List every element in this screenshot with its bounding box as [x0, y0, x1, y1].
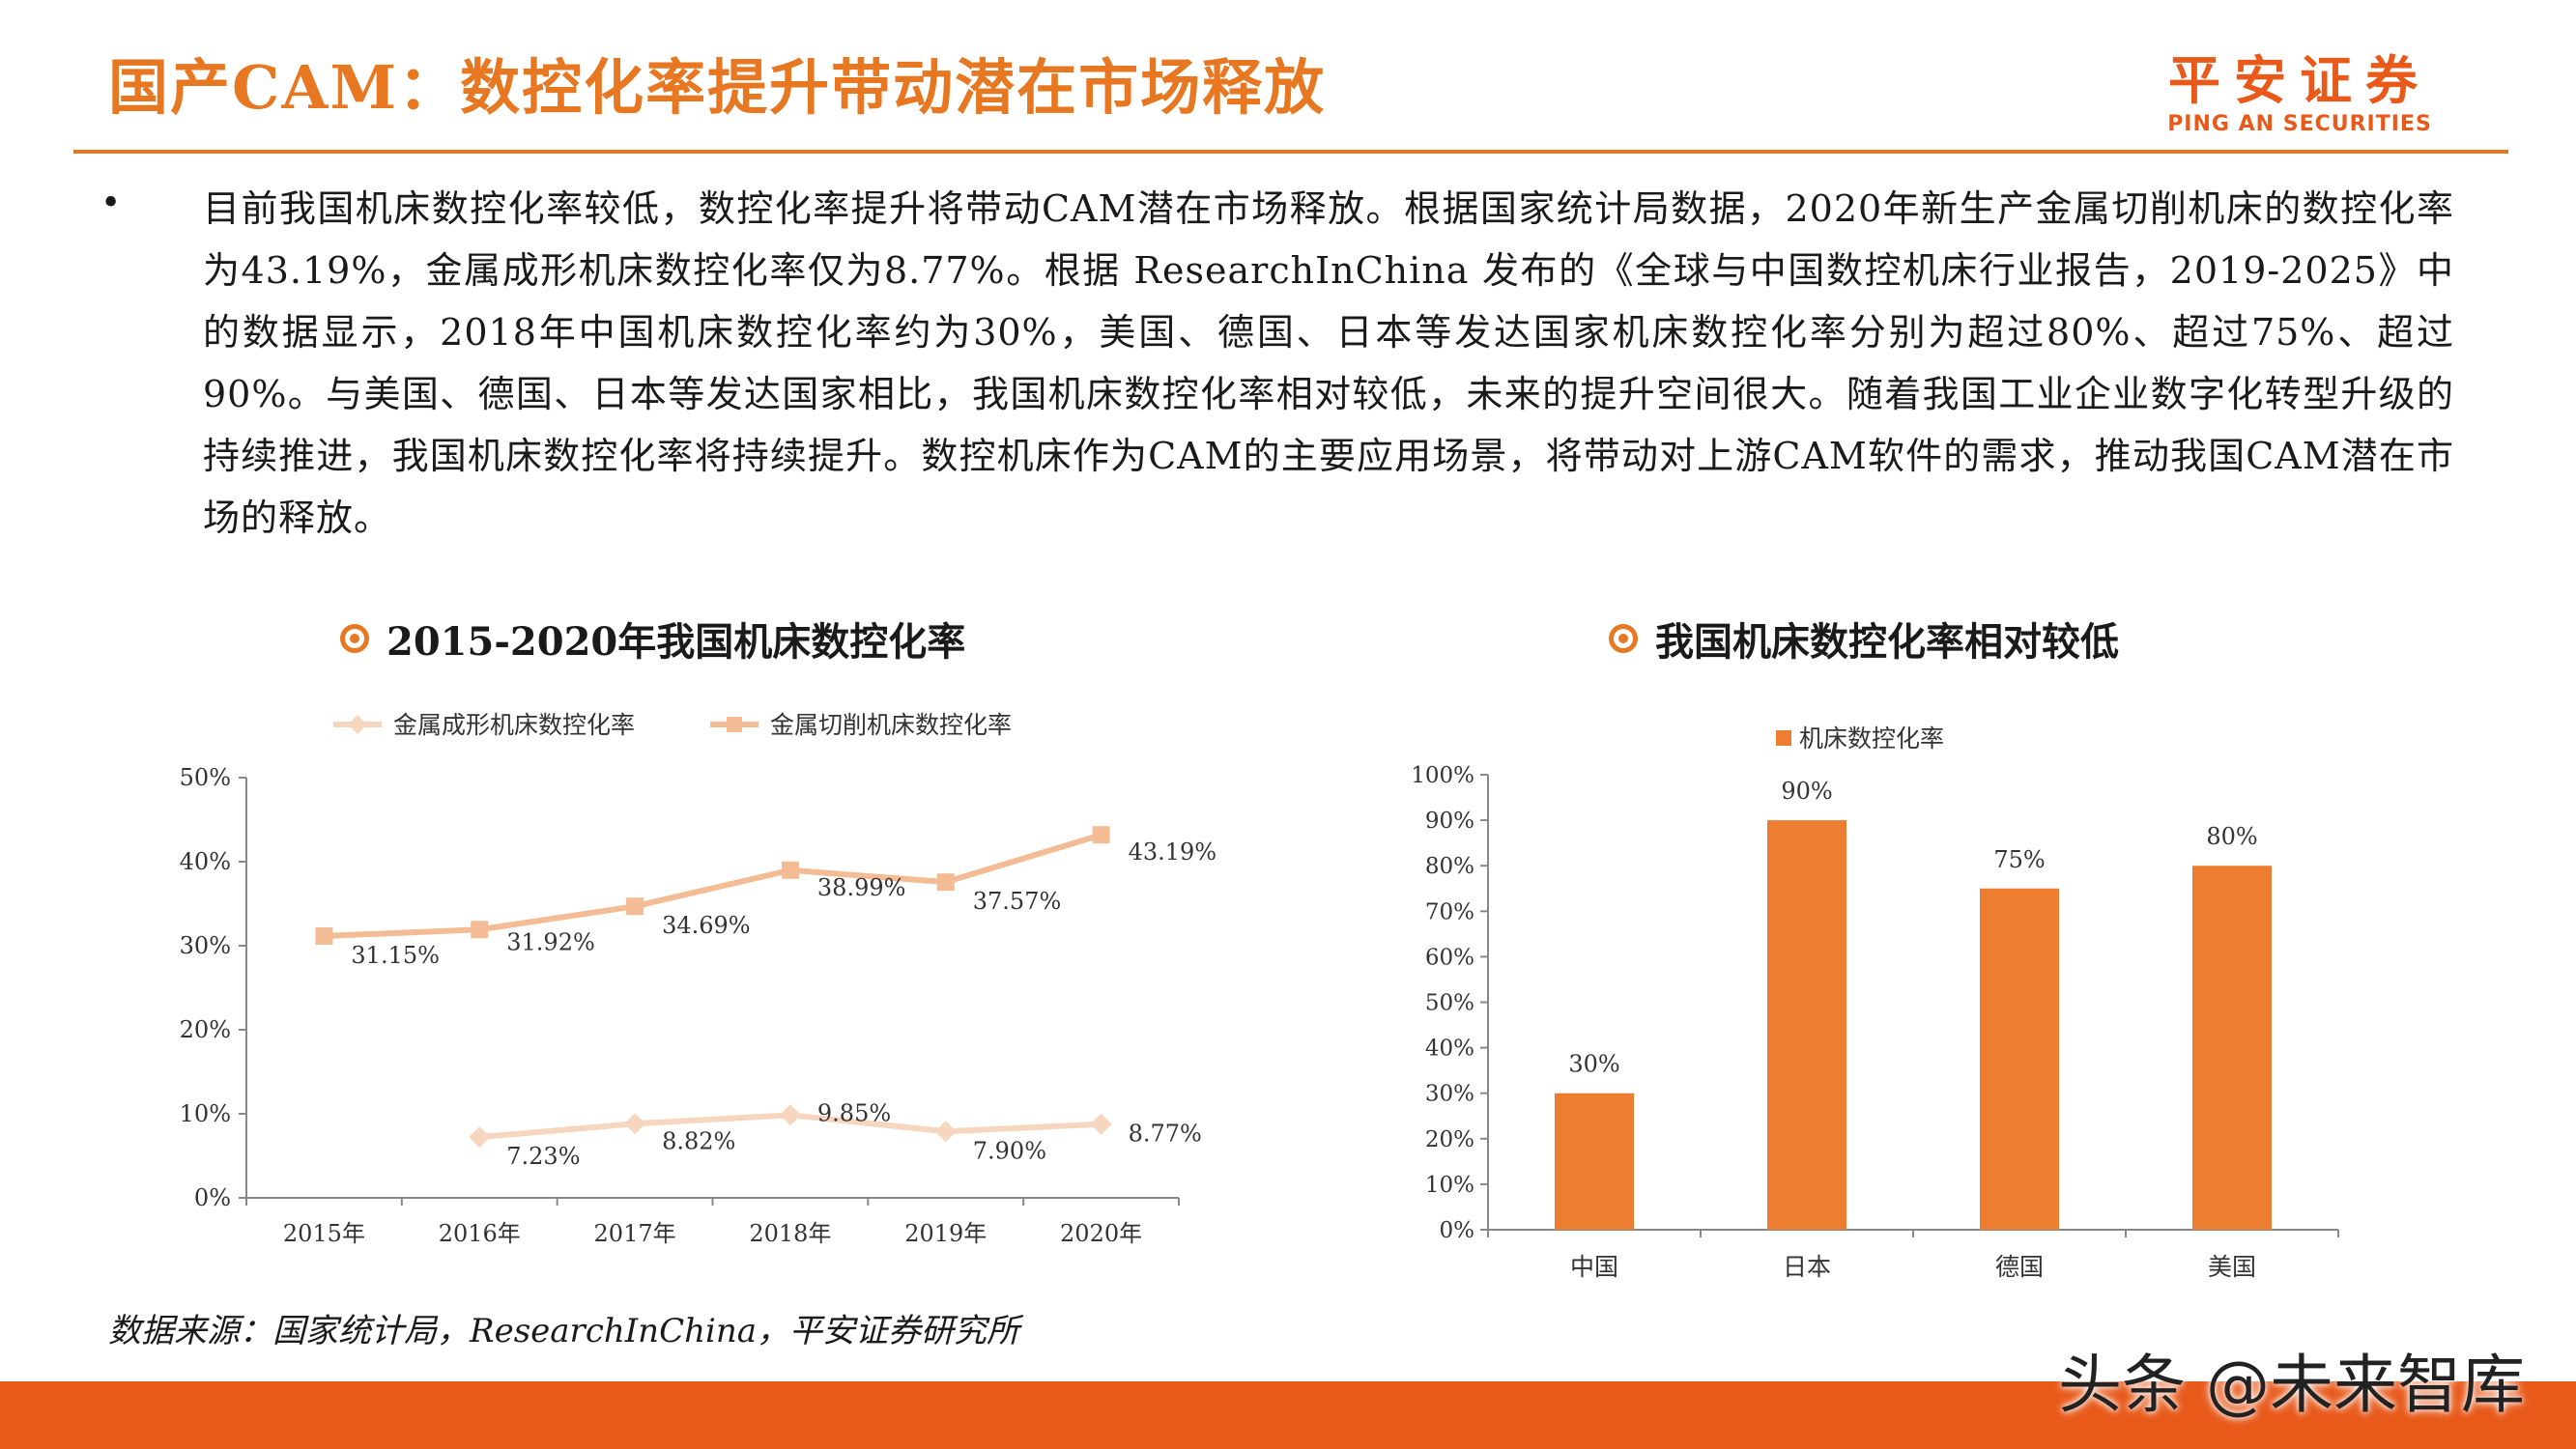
- x-tick-label: 2020年: [1060, 1220, 1142, 1247]
- y-tick-label: 20%: [1425, 1127, 1474, 1152]
- data-label: 37.57%: [973, 888, 1062, 915]
- legend-marker: [348, 715, 367, 734]
- data-label: 7.90%: [973, 1137, 1046, 1164]
- y-tick-label: 50%: [1425, 991, 1474, 1016]
- x-tick-label: 美国: [2208, 1253, 2256, 1281]
- y-tick-label: 0%: [1440, 1218, 1475, 1243]
- legend-label: 机床数控化率: [1799, 724, 1944, 753]
- bar: [1980, 888, 2059, 1230]
- company-logo: 平安证券 PING AN SECURITIES: [2106, 50, 2493, 137]
- x-tick-label: 中国: [1570, 1253, 1618, 1281]
- legend-label: 金属成形机床数控化率: [393, 711, 635, 739]
- legend-label: 金属切削机床数控化率: [770, 711, 1012, 739]
- y-tick-label: 20%: [180, 1016, 231, 1043]
- bar: [1767, 820, 1846, 1230]
- y-tick-label: 10%: [180, 1100, 231, 1127]
- data-label: 80%: [2206, 823, 2257, 850]
- data-label: 75%: [1993, 846, 2045, 873]
- x-tick-label: 2019年: [904, 1220, 987, 1247]
- y-tick-label: 70%: [1425, 899, 1474, 924]
- chart-title-bar-text: 我国机床数控化率相对较低: [1655, 619, 2119, 665]
- bar: [1555, 1093, 1634, 1230]
- logo-chinese: 平安证券: [2168, 50, 2431, 111]
- data-label: 31.92%: [506, 928, 595, 955]
- footer-bar: [0, 1381, 2576, 1449]
- y-tick-label: 60%: [1425, 945, 1474, 970]
- x-tick-label: 2018年: [749, 1220, 831, 1247]
- chart-title-line-text: 2015-2020年我国机床数控化率: [386, 619, 966, 665]
- data-label: 31.15%: [351, 942, 440, 969]
- data-label: 43.19%: [1129, 838, 1217, 866]
- data-point: [936, 873, 955, 892]
- data-label: 30%: [1568, 1051, 1619, 1078]
- page-title: 国产CAM：数控化率提升带动潜在市场释放: [108, 52, 1327, 123]
- watermark: 头条 @未来智库: [2058, 1348, 2525, 1422]
- x-tick-label: 德国: [1995, 1253, 2044, 1281]
- bar-chart: 0% 10% 20% 30% 40% 50% 60% 70% 80% 90% 100% 机床数控化率 3…: [1411, 724, 2339, 1281]
- header-divider: [73, 150, 2508, 154]
- legend-marker: [727, 717, 742, 732]
- data-point: [1092, 826, 1110, 844]
- y-tick-label: 0%: [194, 1184, 231, 1211]
- data-point: [471, 921, 489, 939]
- legend-marker: [1776, 730, 1791, 746]
- bar: [2192, 866, 2272, 1230]
- y-tick-label: 90%: [1425, 809, 1474, 834]
- y-tick-label: 40%: [180, 848, 231, 875]
- data-label: 9.85%: [817, 1099, 891, 1126]
- bullet-marker: •: [100, 184, 122, 223]
- data-point: [779, 1104, 801, 1126]
- x-tick-label: 2017年: [594, 1220, 676, 1247]
- target-icon: [1609, 624, 1638, 653]
- logo-english: PING AN SECURITIES: [2167, 112, 2432, 136]
- data-label: 8.82%: [662, 1127, 735, 1154]
- x-tick-label: 2016年: [439, 1220, 521, 1247]
- x-tick-label: 日本: [1783, 1253, 1831, 1281]
- data-point: [469, 1126, 491, 1149]
- line-chart: 0% 10% 20% 30% 40% 50% 2015年 2016年 2017年 2018年 201…: [180, 711, 1217, 1247]
- series-line: [324, 832, 1102, 939]
- data-point: [1090, 1113, 1112, 1135]
- y-tick-label: 80%: [1425, 854, 1474, 879]
- target-icon: [340, 624, 369, 653]
- chart-title-bar: 我国机床数控化率相对较低: [1609, 611, 2119, 667]
- data-label: 7.23%: [506, 1143, 580, 1170]
- y-tick-label: 50%: [180, 764, 231, 791]
- data-label: 34.69%: [662, 912, 751, 939]
- data-point: [315, 926, 333, 945]
- x-tick-label: 2015年: [283, 1220, 365, 1247]
- data-point: [624, 1113, 646, 1135]
- chart-title-line: 2015-2020年我国机床数控化率: [340, 611, 965, 667]
- data-point: [934, 1121, 957, 1143]
- data-label: 8.77%: [1129, 1121, 1202, 1148]
- y-tick-label: 30%: [180, 932, 231, 959]
- y-tick-label: 10%: [1425, 1173, 1474, 1198]
- data-point: [626, 897, 644, 916]
- data-source-note: 数据来源：国家统计局，ResearchInChina，平安证券研究所: [108, 1312, 1020, 1350]
- data-label: 90%: [1781, 778, 1832, 805]
- y-tick-label: 40%: [1425, 1037, 1474, 1062]
- y-tick-label: 30%: [1425, 1082, 1474, 1107]
- body-paragraph: 目前我国机床数控化率较低，数控化率提升将带动CAM潜在市场释放。根据国家统计局数…: [203, 187, 2454, 539]
- data-label: 38.99%: [817, 874, 906, 901]
- y-tick-label: 100%: [1411, 763, 1474, 788]
- data-point: [781, 861, 799, 879]
